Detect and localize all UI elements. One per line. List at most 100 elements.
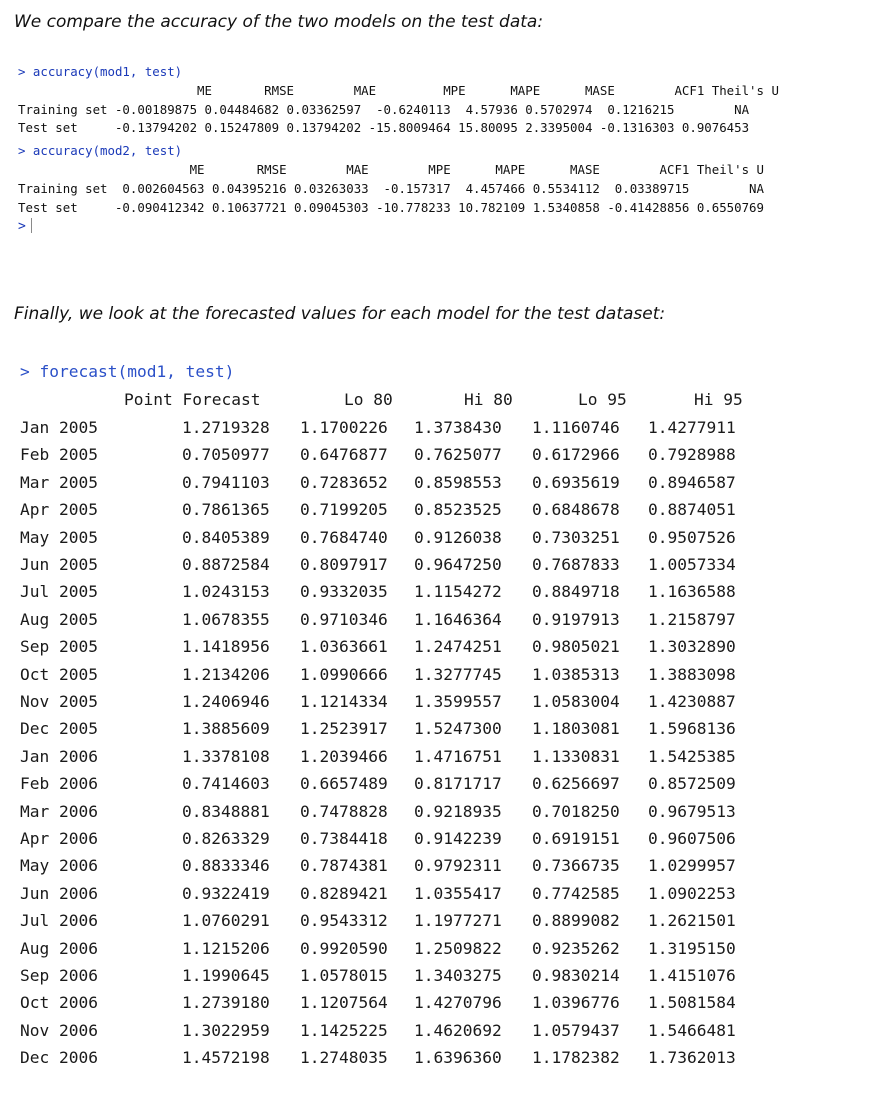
point-forecast-cell: 1.1215206	[182, 938, 270, 958]
point-forecast-cell: 0.8872584	[182, 555, 270, 574]
row-label: Apr 2006	[20, 829, 98, 848]
row-label: Jan 2006	[20, 746, 98, 766]
console-output-line: Training set 0.002604563 0.04395216 0.03…	[18, 181, 764, 196]
hi80-cell: 1.1154272	[414, 582, 502, 602]
point-forecast-cell: 0.7414603	[182, 774, 270, 794]
table-row: Dec 2006 1.4572198 1.2748035 1.6396360 1.178…	[0, 1048, 878, 1075]
row-label: Oct 2005	[20, 664, 98, 684]
table-row: Jul 2006 1.0760291 0.9543312 1.1977271 0.889…	[0, 911, 878, 938]
column-header: Hi 80	[464, 390, 513, 409]
forecast-console-output: > forecast(mod1, test) Point Forecast Lo …	[0, 358, 878, 1078]
lo80-cell: 1.1214334	[300, 692, 388, 711]
table-row: Dec 2005 1.3885609 1.2523917 1.5247300 1.180…	[0, 719, 878, 746]
row-label: Jul 2005	[20, 582, 98, 602]
lo95-cell: 0.9197913	[532, 609, 620, 629]
console-output-line: Test set -0.13794202 0.15247809 0.137942…	[18, 120, 750, 135]
lo95-cell: 0.8899082	[532, 911, 620, 931]
point-forecast-cell: 0.8405389	[182, 527, 270, 547]
table-row: Sep 2005 1.1418956 1.0363661 1.2474251 0.980…	[0, 637, 878, 664]
row-label: Dec 2006	[20, 1048, 98, 1068]
lo80-cell: 0.7384418	[300, 829, 388, 848]
lo95-cell: 1.0583004	[532, 692, 620, 711]
column-header: Lo 95	[578, 390, 627, 409]
hi95-cell: 1.5081584	[648, 993, 736, 1013]
hi80-cell: 0.9792311	[414, 856, 502, 876]
lo80-cell: 0.7684740	[300, 527, 388, 547]
forecast-command: > forecast(mod1, test)	[20, 362, 235, 381]
lo95-cell: 0.7018250	[532, 801, 620, 821]
lo95-cell: 0.6935619	[532, 472, 620, 492]
lo95-cell: 0.9235262	[532, 938, 620, 958]
point-forecast-cell: 0.8833346	[182, 856, 270, 876]
hi80-cell: 1.4270796	[414, 993, 502, 1013]
text-cursor	[30, 218, 32, 233]
row-label: Feb 2005	[20, 445, 98, 465]
table-row: May 2005 0.8405389 0.7684740 0.9126038 0.730…	[0, 528, 878, 555]
row-label: Jun 2005	[20, 555, 98, 574]
hi95-cell: 0.7928988	[648, 445, 736, 465]
lo80-cell: 0.9332035	[300, 582, 388, 602]
table-row: Feb 2006 0.7414603 0.6657489 0.8171717 0.625…	[0, 774, 878, 801]
row-label: May 2006	[20, 856, 98, 876]
lo95-cell: 0.7303251	[532, 527, 620, 547]
lo95-cell: 0.6172966	[532, 445, 620, 465]
hi80-cell: 0.7625077	[414, 445, 502, 465]
lo80-cell: 0.8289421	[300, 883, 388, 903]
hi95-cell: 1.5968136	[648, 719, 736, 739]
lo95-cell: 0.9805021	[532, 637, 620, 657]
console-input-prompt[interactable]: >	[18, 218, 32, 234]
column-header: Hi 95	[694, 390, 743, 409]
accuracy-console-output: > accuracy(mod1, test) ME RMSE MAE MPE M…	[0, 56, 878, 246]
table-row: Oct 2006 1.2739180 1.1207564 1.4270796 1.039…	[0, 993, 878, 1020]
hi95-cell: 1.0902253	[648, 883, 736, 903]
lo95-cell: 1.0396776	[532, 993, 620, 1013]
hi80-cell: 1.6396360	[414, 1048, 502, 1068]
row-label: Jan 2005	[20, 418, 98, 437]
hi95-cell: 0.8946587	[648, 472, 736, 492]
lo95-cell: 1.1803081	[532, 719, 620, 739]
lo95-cell: 1.0579437	[532, 1020, 620, 1040]
hi80-cell: 0.9647250	[414, 555, 502, 574]
lo80-cell: 0.7874381	[300, 856, 388, 876]
point-forecast-cell: 1.2134206	[182, 664, 270, 684]
point-forecast-cell: 1.0678355	[182, 609, 270, 629]
row-label: Dec 2005	[20, 719, 98, 739]
console-output-line: Test set -0.090412342 0.10637721 0.09045…	[18, 200, 764, 215]
lo95-cell: 1.1330831	[532, 746, 620, 766]
point-forecast-cell: 1.0243153	[182, 582, 270, 602]
lo80-cell: 0.9710346	[300, 609, 388, 629]
point-forecast-cell: 1.3885609	[182, 719, 270, 739]
hi95-cell: 1.0299957	[648, 856, 736, 876]
point-forecast-cell: 1.2739180	[182, 993, 270, 1013]
lo80-cell: 0.7478828	[300, 801, 388, 821]
lo80-cell: 1.1207564	[300, 993, 388, 1013]
lo80-cell: 0.7283652	[300, 472, 388, 492]
row-label: Nov 2006	[20, 1020, 98, 1040]
console-output-line: ME RMSE MAE MPE MAPE MASE ACF1 Theil's U	[18, 83, 779, 98]
hi95-cell: 1.4230887	[648, 692, 736, 711]
hi95-cell: 1.4151076	[648, 966, 736, 985]
hi80-cell: 1.3599557	[414, 692, 502, 711]
column-header: Lo 80	[344, 390, 393, 409]
hi95-cell: 1.3032890	[648, 637, 736, 657]
hi95-cell: 0.8572509	[648, 774, 736, 794]
column-header: Point Forecast	[124, 390, 261, 409]
lo95-cell: 0.6848678	[532, 500, 620, 520]
lo80-cell: 1.2748035	[300, 1048, 388, 1068]
hi95-cell: 0.9507526	[648, 527, 736, 547]
lo95-cell: 0.7687833	[532, 555, 620, 574]
hi80-cell: 1.5247300	[414, 719, 502, 739]
hi95-cell: 0.8874051	[648, 500, 736, 520]
table-row: Jul 2005 1.0243153 0.9332035 1.1154272 0.884…	[0, 582, 878, 609]
lo80-cell: 1.2523917	[300, 719, 388, 739]
hi95-cell: 1.0057334	[648, 555, 736, 574]
lo80-cell: 1.2039466	[300, 746, 388, 766]
hi80-cell: 0.9218935	[414, 801, 502, 821]
hi95-cell: 1.3883098	[648, 664, 736, 684]
hi80-cell: 0.8171717	[414, 774, 502, 794]
lo80-cell: 1.0578015	[300, 966, 388, 985]
lo95-cell: 1.1160746	[532, 418, 620, 437]
hi95-cell: 1.5466481	[648, 1020, 736, 1040]
row-label: May 2005	[20, 527, 98, 547]
table-row: Nov 2005 1.2406946 1.1214334 1.3599557 1.058…	[0, 692, 878, 719]
